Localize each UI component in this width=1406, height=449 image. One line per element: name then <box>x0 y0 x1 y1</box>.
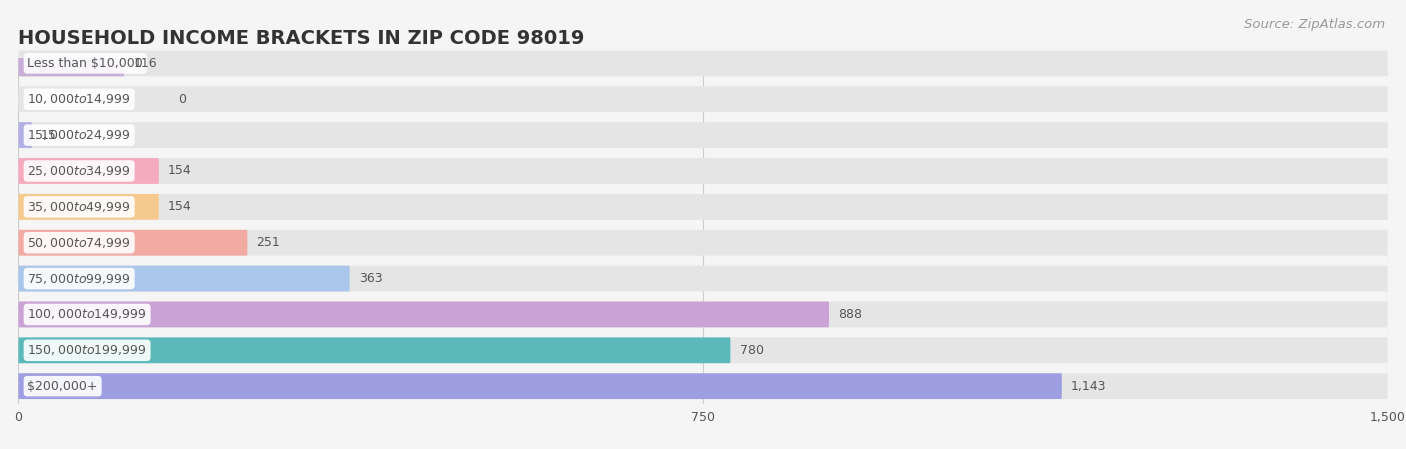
Text: $10,000 to $14,999: $10,000 to $14,999 <box>27 92 131 106</box>
FancyBboxPatch shape <box>18 373 1388 399</box>
FancyBboxPatch shape <box>18 230 1388 255</box>
Text: $15,000 to $24,999: $15,000 to $24,999 <box>27 128 131 142</box>
Text: 363: 363 <box>359 272 382 285</box>
Text: 251: 251 <box>256 236 280 249</box>
Text: $35,000 to $49,999: $35,000 to $49,999 <box>27 200 131 214</box>
FancyBboxPatch shape <box>18 50 1388 76</box>
Text: $100,000 to $149,999: $100,000 to $149,999 <box>27 308 146 321</box>
Text: 154: 154 <box>167 164 191 177</box>
Text: HOUSEHOLD INCOME BRACKETS IN ZIP CODE 98019: HOUSEHOLD INCOME BRACKETS IN ZIP CODE 98… <box>18 30 585 48</box>
FancyBboxPatch shape <box>18 122 1388 148</box>
Text: 888: 888 <box>838 308 862 321</box>
FancyBboxPatch shape <box>18 373 1062 399</box>
Text: 15: 15 <box>41 128 58 141</box>
FancyBboxPatch shape <box>18 337 730 363</box>
FancyBboxPatch shape <box>18 302 830 327</box>
FancyBboxPatch shape <box>18 194 159 220</box>
FancyBboxPatch shape <box>18 86 1388 112</box>
Text: 780: 780 <box>740 344 763 357</box>
FancyBboxPatch shape <box>18 266 1388 291</box>
Text: 0: 0 <box>179 93 186 106</box>
Text: $75,000 to $99,999: $75,000 to $99,999 <box>27 272 131 286</box>
Text: $25,000 to $34,999: $25,000 to $34,999 <box>27 164 131 178</box>
FancyBboxPatch shape <box>18 266 350 291</box>
FancyBboxPatch shape <box>18 337 1388 363</box>
Text: 154: 154 <box>167 200 191 213</box>
FancyBboxPatch shape <box>18 158 159 184</box>
FancyBboxPatch shape <box>18 50 124 76</box>
Text: $150,000 to $199,999: $150,000 to $199,999 <box>27 343 146 357</box>
FancyBboxPatch shape <box>18 158 1388 184</box>
Text: 1,143: 1,143 <box>1071 380 1107 393</box>
FancyBboxPatch shape <box>18 302 1388 327</box>
FancyBboxPatch shape <box>18 194 1388 220</box>
Text: Source: ZipAtlas.com: Source: ZipAtlas.com <box>1244 18 1385 31</box>
Text: Less than $10,000: Less than $10,000 <box>27 57 143 70</box>
Text: $200,000+: $200,000+ <box>27 380 98 393</box>
Text: $50,000 to $74,999: $50,000 to $74,999 <box>27 236 131 250</box>
FancyBboxPatch shape <box>18 122 32 148</box>
FancyBboxPatch shape <box>18 230 247 255</box>
Text: 116: 116 <box>134 57 157 70</box>
